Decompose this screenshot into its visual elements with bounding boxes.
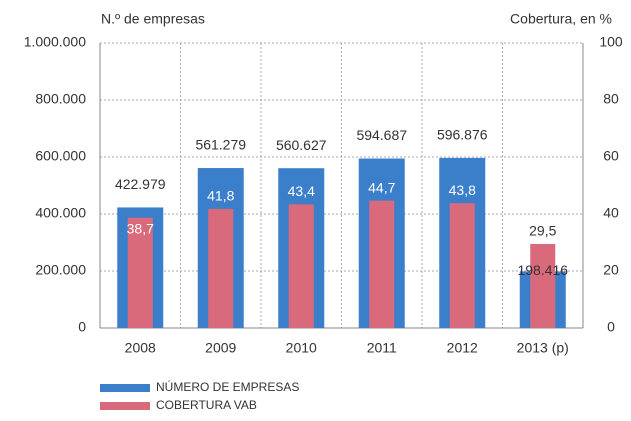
data-label: 44,7 xyxy=(368,179,395,195)
x-tick-label: 2011 xyxy=(367,340,397,356)
data-label: 198.416 xyxy=(517,262,568,278)
y2-tick-label: 40 xyxy=(603,205,619,221)
data-label: 43,8 xyxy=(449,182,476,198)
legend-label: COBERTURA VAB xyxy=(156,398,257,412)
y-tick-label: 200.000 xyxy=(35,262,86,278)
legend-swatch xyxy=(100,384,150,392)
bar xyxy=(449,203,475,328)
data-label: 41,8 xyxy=(207,188,234,204)
x-tick-label: 2008 xyxy=(125,340,156,356)
y2-tick-label: 100 xyxy=(599,34,623,50)
x-tick-label: 2013 (p) xyxy=(517,340,569,356)
data-label: 38,7 xyxy=(127,220,154,236)
y2-tick-label: 20 xyxy=(603,262,619,278)
x-tick-label: 2012 xyxy=(447,340,478,356)
y-tick-label: 600.000 xyxy=(35,148,86,164)
y2-tick-label: 0 xyxy=(607,319,615,335)
x-tick-label: 2010 xyxy=(286,340,317,356)
y-tick-label: 0 xyxy=(78,319,86,335)
y2-axis-label: Cobertura, en % xyxy=(510,11,612,27)
bar xyxy=(530,243,556,328)
x-tick-label: 2009 xyxy=(205,340,236,356)
data-label: 561.279 xyxy=(195,137,246,153)
bar xyxy=(208,208,234,328)
y-axis-label: N.º de empresas xyxy=(101,11,205,27)
bar xyxy=(369,200,395,328)
y-tick-label: 1.000.000 xyxy=(24,34,86,50)
y-tick-label: 800.000 xyxy=(35,91,86,107)
y2-tick-label: 80 xyxy=(603,91,619,107)
data-label: 560.627 xyxy=(276,137,327,153)
y-tick-label: 400.000 xyxy=(35,205,86,221)
data-label: 594.687 xyxy=(356,127,407,143)
bar xyxy=(288,204,314,328)
y2-tick-label: 60 xyxy=(603,148,619,164)
bar xyxy=(127,217,153,328)
data-label: 43,4 xyxy=(288,183,315,199)
legend-swatch xyxy=(100,402,150,410)
legend-label: NÚMERO DE EMPRESAS xyxy=(156,379,299,394)
data-label: 422.979 xyxy=(115,176,166,192)
data-label: 29,5 xyxy=(529,223,556,239)
data-label: 596.876 xyxy=(437,127,488,143)
